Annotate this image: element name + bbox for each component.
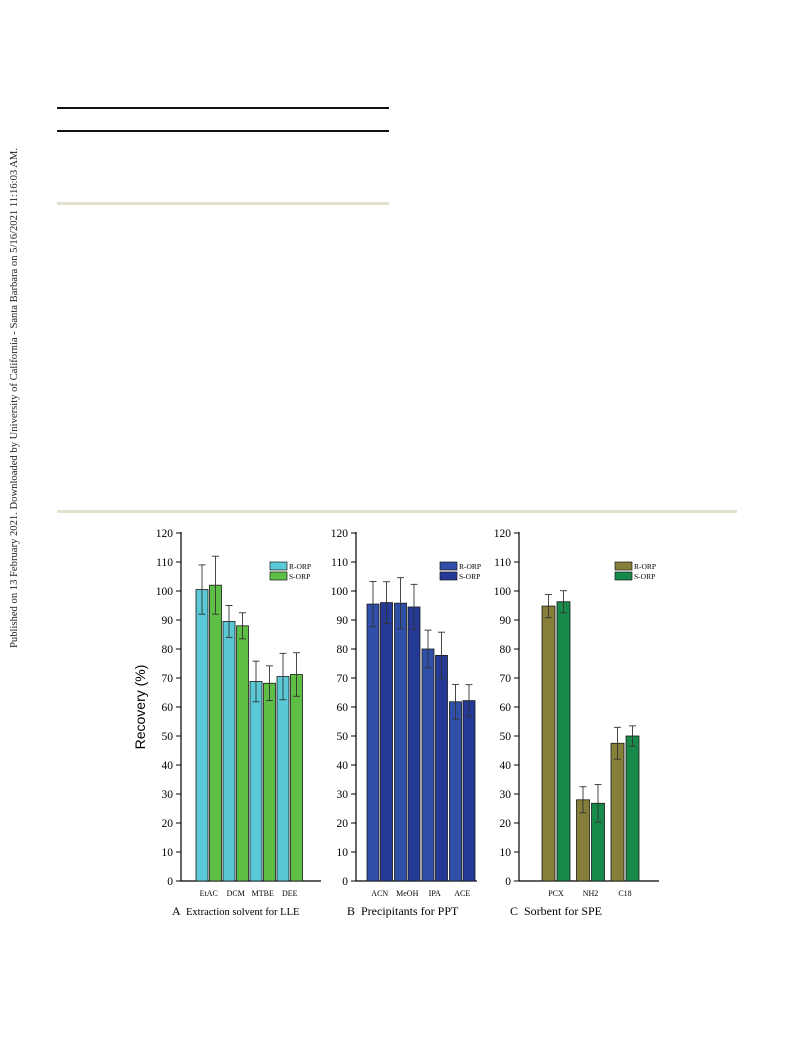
y-tick-label: 90 bbox=[337, 615, 349, 627]
y-tick-label: 120 bbox=[331, 528, 349, 540]
x-tick-label: ACE bbox=[454, 889, 470, 898]
x-axis-title: Sorbent for SPE bbox=[524, 904, 602, 918]
bar-s-orp-mtbe bbox=[263, 682, 276, 882]
y-tick-label: 30 bbox=[500, 789, 512, 801]
y-tick-label: 110 bbox=[494, 557, 511, 569]
y-tick-label: 0 bbox=[167, 876, 173, 888]
bar-r-orp-ace bbox=[449, 701, 462, 882]
y-tick-label: 70 bbox=[162, 673, 174, 685]
y-tick-label: 0 bbox=[505, 876, 511, 888]
legend-swatch bbox=[439, 571, 458, 581]
x-tick-label: C18 bbox=[618, 889, 631, 898]
x-tick-label: DCM bbox=[227, 889, 245, 898]
y-tick-label: 100 bbox=[494, 586, 512, 598]
bar-s-orp-dee bbox=[290, 674, 303, 882]
bar-s-orp-acn bbox=[380, 602, 393, 882]
header-rule-top bbox=[57, 107, 389, 109]
y-tick-label: 80 bbox=[162, 644, 174, 656]
y-tick-label: 20 bbox=[162, 818, 174, 830]
x-axis-title: Extraction solvent for LLE bbox=[186, 907, 299, 918]
y-tick-label: 70 bbox=[337, 673, 349, 685]
y-tick-label: 0 bbox=[342, 876, 348, 888]
y-tick-label: 20 bbox=[337, 818, 349, 830]
legend-label: R-ORP bbox=[289, 562, 311, 571]
bar-s-orp-ace bbox=[462, 700, 476, 882]
x-tick-label: MeOH bbox=[396, 889, 418, 898]
panel-letter: B bbox=[347, 904, 355, 918]
y-tick-label: 30 bbox=[337, 789, 349, 801]
legend-label: S-ORP bbox=[634, 572, 655, 581]
section-rule-short bbox=[57, 202, 389, 205]
bar-r-orp-dee bbox=[276, 676, 290, 882]
bar-r-orp-mtbe bbox=[249, 681, 263, 882]
x-tick-label: NH2 bbox=[583, 889, 599, 898]
y-tick-label: 100 bbox=[331, 586, 349, 598]
y-tick-label: 60 bbox=[162, 702, 174, 714]
bar-r-orp-dcm bbox=[222, 621, 236, 882]
bar-r-orp-acn bbox=[366, 603, 380, 882]
y-tick-label: 80 bbox=[500, 644, 512, 656]
x-tick-label: ACN bbox=[371, 889, 388, 898]
chart-panel-c: 0 10 20 30 40 50 60 70 80 90 100 110 120 PCX NH2 C18 R-O… bbox=[494, 528, 659, 918]
legend-swatch bbox=[614, 561, 633, 571]
y-axis-title: Recovery (%) bbox=[132, 665, 148, 750]
y-tick-label: 120 bbox=[494, 528, 512, 540]
x-tick-label: EtAC bbox=[200, 889, 218, 898]
y-tick-label: 50 bbox=[162, 731, 174, 743]
y-tick-label: 50 bbox=[337, 731, 349, 743]
sidebar-publication-note: Published on 13 February 2021. Downloade… bbox=[2, 144, 22, 648]
legend-swatch bbox=[614, 571, 633, 581]
legend-label: S-ORP bbox=[459, 572, 480, 581]
y-tick-label: 90 bbox=[162, 615, 174, 627]
legend-swatch bbox=[269, 561, 288, 571]
x-tick-label: MTBE bbox=[252, 889, 274, 898]
y-tick-label: 40 bbox=[337, 760, 349, 772]
y-tick-label: 10 bbox=[162, 847, 174, 859]
x-axis-title: Precipitants for PPT bbox=[361, 904, 459, 918]
section-rule-long bbox=[57, 510, 737, 513]
y-tick-label: 10 bbox=[500, 847, 512, 859]
panel-letter: A bbox=[172, 904, 181, 918]
y-tick-label: 10 bbox=[337, 847, 349, 859]
bar-s-orp-meoh bbox=[407, 606, 421, 882]
bar-s-orp-c18 bbox=[625, 735, 640, 882]
legend-label: R-ORP bbox=[634, 562, 656, 571]
x-tick-label: PCX bbox=[548, 889, 564, 898]
bar-s-orp-dcm bbox=[236, 625, 249, 882]
y-tick-label: 30 bbox=[162, 789, 174, 801]
y-tick-label: 100 bbox=[156, 586, 174, 598]
legend-swatch bbox=[269, 571, 288, 581]
legend-label: S-ORP bbox=[289, 572, 310, 581]
y-tick-label: 60 bbox=[337, 702, 349, 714]
bar-r-orp-etac bbox=[195, 589, 209, 882]
chart-panel-b: 0 10 20 30 40 50 60 70 80 90 100 110 120 ACN MeOH IPA AC… bbox=[331, 528, 481, 918]
y-tick-label: 110 bbox=[156, 557, 173, 569]
bar-s-orp-ipa bbox=[435, 654, 448, 882]
x-tick-label: DEE bbox=[282, 889, 298, 898]
bar-r-orp-ipa bbox=[421, 648, 435, 882]
y-tick-label: 20 bbox=[500, 818, 512, 830]
y-tick-label: 90 bbox=[500, 615, 512, 627]
bar-r-orp-pcx bbox=[541, 605, 556, 882]
chart-panel-a: 0 10 20 30 40 50 60 70 80 90 100 110 120 Recovery (%)… bbox=[132, 528, 321, 918]
panel-letter: C bbox=[510, 904, 518, 918]
y-tick-label: 60 bbox=[500, 702, 512, 714]
y-tick-label: 110 bbox=[331, 557, 348, 569]
header-rule-bottom bbox=[57, 130, 389, 132]
y-tick-label: 40 bbox=[162, 760, 174, 772]
bar-r-orp-c18 bbox=[610, 742, 625, 882]
bar-s-orp-pcx bbox=[556, 601, 571, 882]
bar-s-orp-etac bbox=[209, 584, 222, 882]
y-tick-label: 120 bbox=[156, 528, 174, 540]
y-tick-label: 70 bbox=[500, 673, 512, 685]
legend-swatch bbox=[439, 561, 458, 571]
y-tick-label: 80 bbox=[337, 644, 349, 656]
legend-label: R-ORP bbox=[459, 562, 481, 571]
sidebar-text: Published on 13 February 2021. Downloade… bbox=[9, 148, 20, 648]
y-tick-label: 50 bbox=[500, 731, 512, 743]
x-tick-label: IPA bbox=[429, 889, 441, 898]
bar-r-orp-meoh bbox=[394, 602, 407, 882]
y-tick-label: 40 bbox=[500, 760, 512, 772]
